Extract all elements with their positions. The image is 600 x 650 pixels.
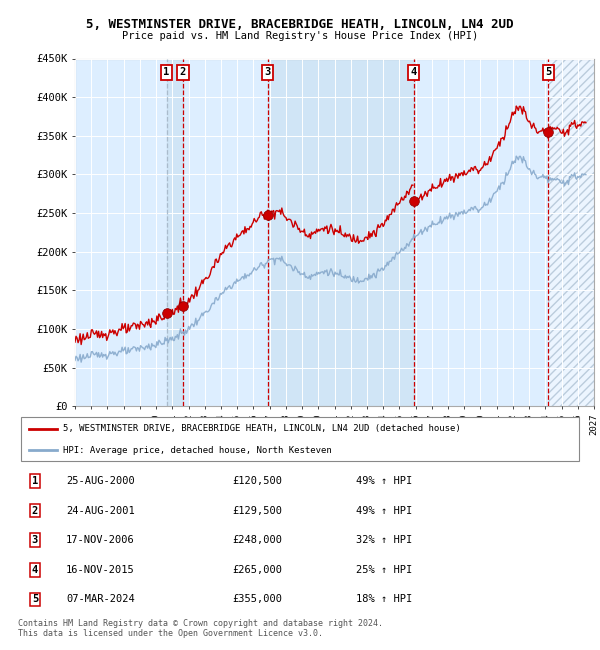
Text: This data is licensed under the Open Government Licence v3.0.: This data is licensed under the Open Gov… [18, 629, 323, 638]
Text: 1: 1 [32, 476, 38, 486]
Text: 3: 3 [32, 535, 38, 545]
Text: 2: 2 [179, 67, 186, 77]
Text: £129,500: £129,500 [232, 506, 283, 515]
Text: 4: 4 [410, 67, 417, 77]
Text: 5, WESTMINSTER DRIVE, BRACEBRIDGE HEATH, LINCOLN, LN4 2UD (detached house): 5, WESTMINSTER DRIVE, BRACEBRIDGE HEATH,… [63, 424, 461, 433]
Text: 5, WESTMINSTER DRIVE, BRACEBRIDGE HEATH, LINCOLN, LN4 2UD: 5, WESTMINSTER DRIVE, BRACEBRIDGE HEATH,… [86, 18, 514, 31]
Text: 49% ↑ HPI: 49% ↑ HPI [356, 476, 413, 486]
Bar [548, 58, 594, 406]
Text: £355,000: £355,000 [232, 595, 283, 604]
Text: 17-NOV-2006: 17-NOV-2006 [66, 535, 134, 545]
Text: 2: 2 [32, 506, 38, 515]
Text: Price paid vs. HM Land Registry's House Price Index (HPI): Price paid vs. HM Land Registry's House … [122, 31, 478, 41]
Bar [268, 58, 413, 406]
Text: £120,500: £120,500 [232, 476, 283, 486]
Bar [548, 58, 594, 406]
Text: 1: 1 [163, 67, 170, 77]
Text: £248,000: £248,000 [232, 535, 283, 545]
Text: 16-NOV-2015: 16-NOV-2015 [66, 565, 134, 575]
Bar [167, 58, 183, 406]
Text: HPI: Average price, detached house, North Kesteven: HPI: Average price, detached house, Nort… [63, 446, 332, 454]
Text: 5: 5 [32, 595, 38, 604]
Text: 07-MAR-2024: 07-MAR-2024 [66, 595, 134, 604]
Text: 25-AUG-2000: 25-AUG-2000 [66, 476, 134, 486]
Text: 49% ↑ HPI: 49% ↑ HPI [356, 506, 413, 515]
Text: 24-AUG-2001: 24-AUG-2001 [66, 506, 134, 515]
Text: Contains HM Land Registry data © Crown copyright and database right 2024.: Contains HM Land Registry data © Crown c… [18, 619, 383, 628]
Text: 5: 5 [545, 67, 551, 77]
Text: 3: 3 [265, 67, 271, 77]
FancyBboxPatch shape [21, 417, 579, 462]
Text: 32% ↑ HPI: 32% ↑ HPI [356, 535, 413, 545]
Text: 18% ↑ HPI: 18% ↑ HPI [356, 595, 413, 604]
Text: 4: 4 [32, 565, 38, 575]
Text: £265,000: £265,000 [232, 565, 283, 575]
Text: 25% ↑ HPI: 25% ↑ HPI [356, 565, 413, 575]
